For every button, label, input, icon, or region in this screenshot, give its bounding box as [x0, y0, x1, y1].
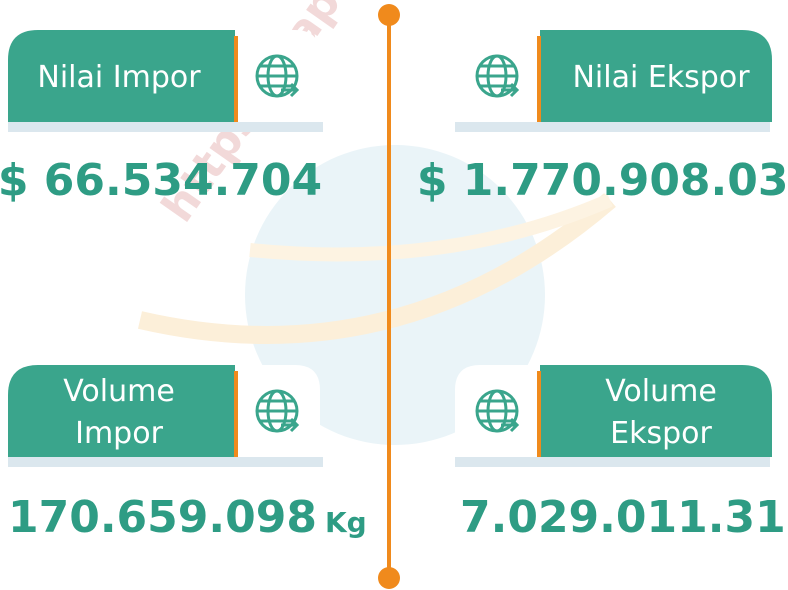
- infographic: https://papua Nilai Impor$ 66.534.704Nil…: [0, 0, 788, 590]
- card-shadow: [8, 122, 323, 132]
- card-label: Volume: [605, 374, 717, 409]
- card-label: Nilai Impor: [37, 60, 201, 95]
- value-text: 7.029.011.317: [460, 492, 788, 543]
- divider-dot: [378, 4, 400, 26]
- divider-dot: [378, 567, 400, 589]
- card-label: Nilai Ekspor: [572, 60, 750, 95]
- value-unit: Kg: [325, 506, 367, 539]
- card-label: Volume: [63, 374, 175, 409]
- card-value: $ 66.534.704: [0, 155, 322, 206]
- card-shadow: [455, 457, 770, 467]
- value-text: $ 66.534.704: [0, 155, 322, 206]
- card-value: $ 1.770.908.038: [417, 155, 788, 206]
- card-label: Ekspor: [610, 416, 712, 451]
- card-value: 7.029.011.317Kg: [460, 492, 788, 543]
- card-shadow: [455, 122, 770, 132]
- value-text: $ 1.770.908.038: [417, 155, 788, 206]
- card-shadow: [8, 457, 323, 467]
- card-label: Impor: [75, 416, 163, 451]
- value-text: 170.659.098: [8, 492, 317, 543]
